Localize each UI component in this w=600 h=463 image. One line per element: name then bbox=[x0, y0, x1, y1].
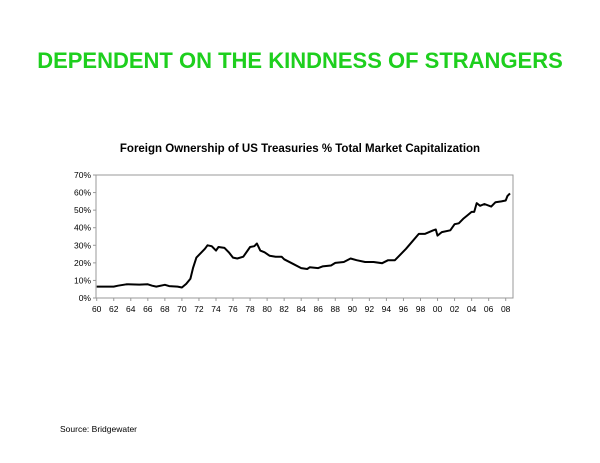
x-tick-label: 78 bbox=[245, 304, 255, 314]
x-tick-label: 90 bbox=[348, 304, 358, 314]
x-tick-label: 92 bbox=[365, 304, 375, 314]
x-tick-label: 00 bbox=[433, 304, 443, 314]
series-line bbox=[96, 192, 511, 289]
y-tick-label: 30% bbox=[74, 240, 91, 250]
x-tick-label: 76 bbox=[228, 304, 238, 314]
x-tick-label: 70 bbox=[177, 304, 187, 314]
x-tick-label: 88 bbox=[331, 304, 341, 314]
y-tick-label: 60% bbox=[74, 188, 91, 198]
x-tick-label: 84 bbox=[296, 304, 306, 314]
x-tick-label: 60 bbox=[92, 304, 102, 314]
y-tick-label: 50% bbox=[74, 205, 91, 215]
source-note: Source: Bridgewater bbox=[60, 424, 138, 434]
x-tick-label: 62 bbox=[109, 304, 119, 314]
plot-frame bbox=[95, 174, 514, 299]
y-tick-label: 10% bbox=[74, 275, 91, 285]
x-tick-label: 64 bbox=[126, 304, 136, 314]
y-tick-label: 40% bbox=[74, 223, 91, 233]
y-tick-label: 0% bbox=[79, 293, 92, 303]
x-tick-label: 06 bbox=[484, 304, 494, 314]
y-tick-label: 20% bbox=[74, 258, 91, 268]
x-tick-label: 68 bbox=[160, 304, 170, 314]
x-tick-label: 86 bbox=[314, 304, 324, 314]
x-tick-label: 72 bbox=[194, 304, 204, 314]
x-tick-label: 94 bbox=[382, 304, 392, 314]
y-tick-label: 70% bbox=[74, 170, 91, 180]
x-tick-label: 02 bbox=[450, 304, 460, 314]
x-tick-label: 74 bbox=[211, 304, 221, 314]
x-tick-label: 98 bbox=[416, 304, 426, 314]
x-tick-label: 82 bbox=[279, 304, 289, 314]
x-tick-label: 80 bbox=[262, 304, 272, 314]
x-tick-label: 66 bbox=[143, 304, 153, 314]
x-tick-label: 08 bbox=[501, 304, 511, 314]
chart-title: Foreign Ownership of US Treasuries % Tot… bbox=[119, 143, 481, 155]
x-tick-label: 04 bbox=[467, 304, 477, 314]
slide-title: DEPENDENT ON THE KINDNESS OF STRANGERS bbox=[37, 48, 563, 73]
x-tick-label: 96 bbox=[399, 304, 409, 314]
